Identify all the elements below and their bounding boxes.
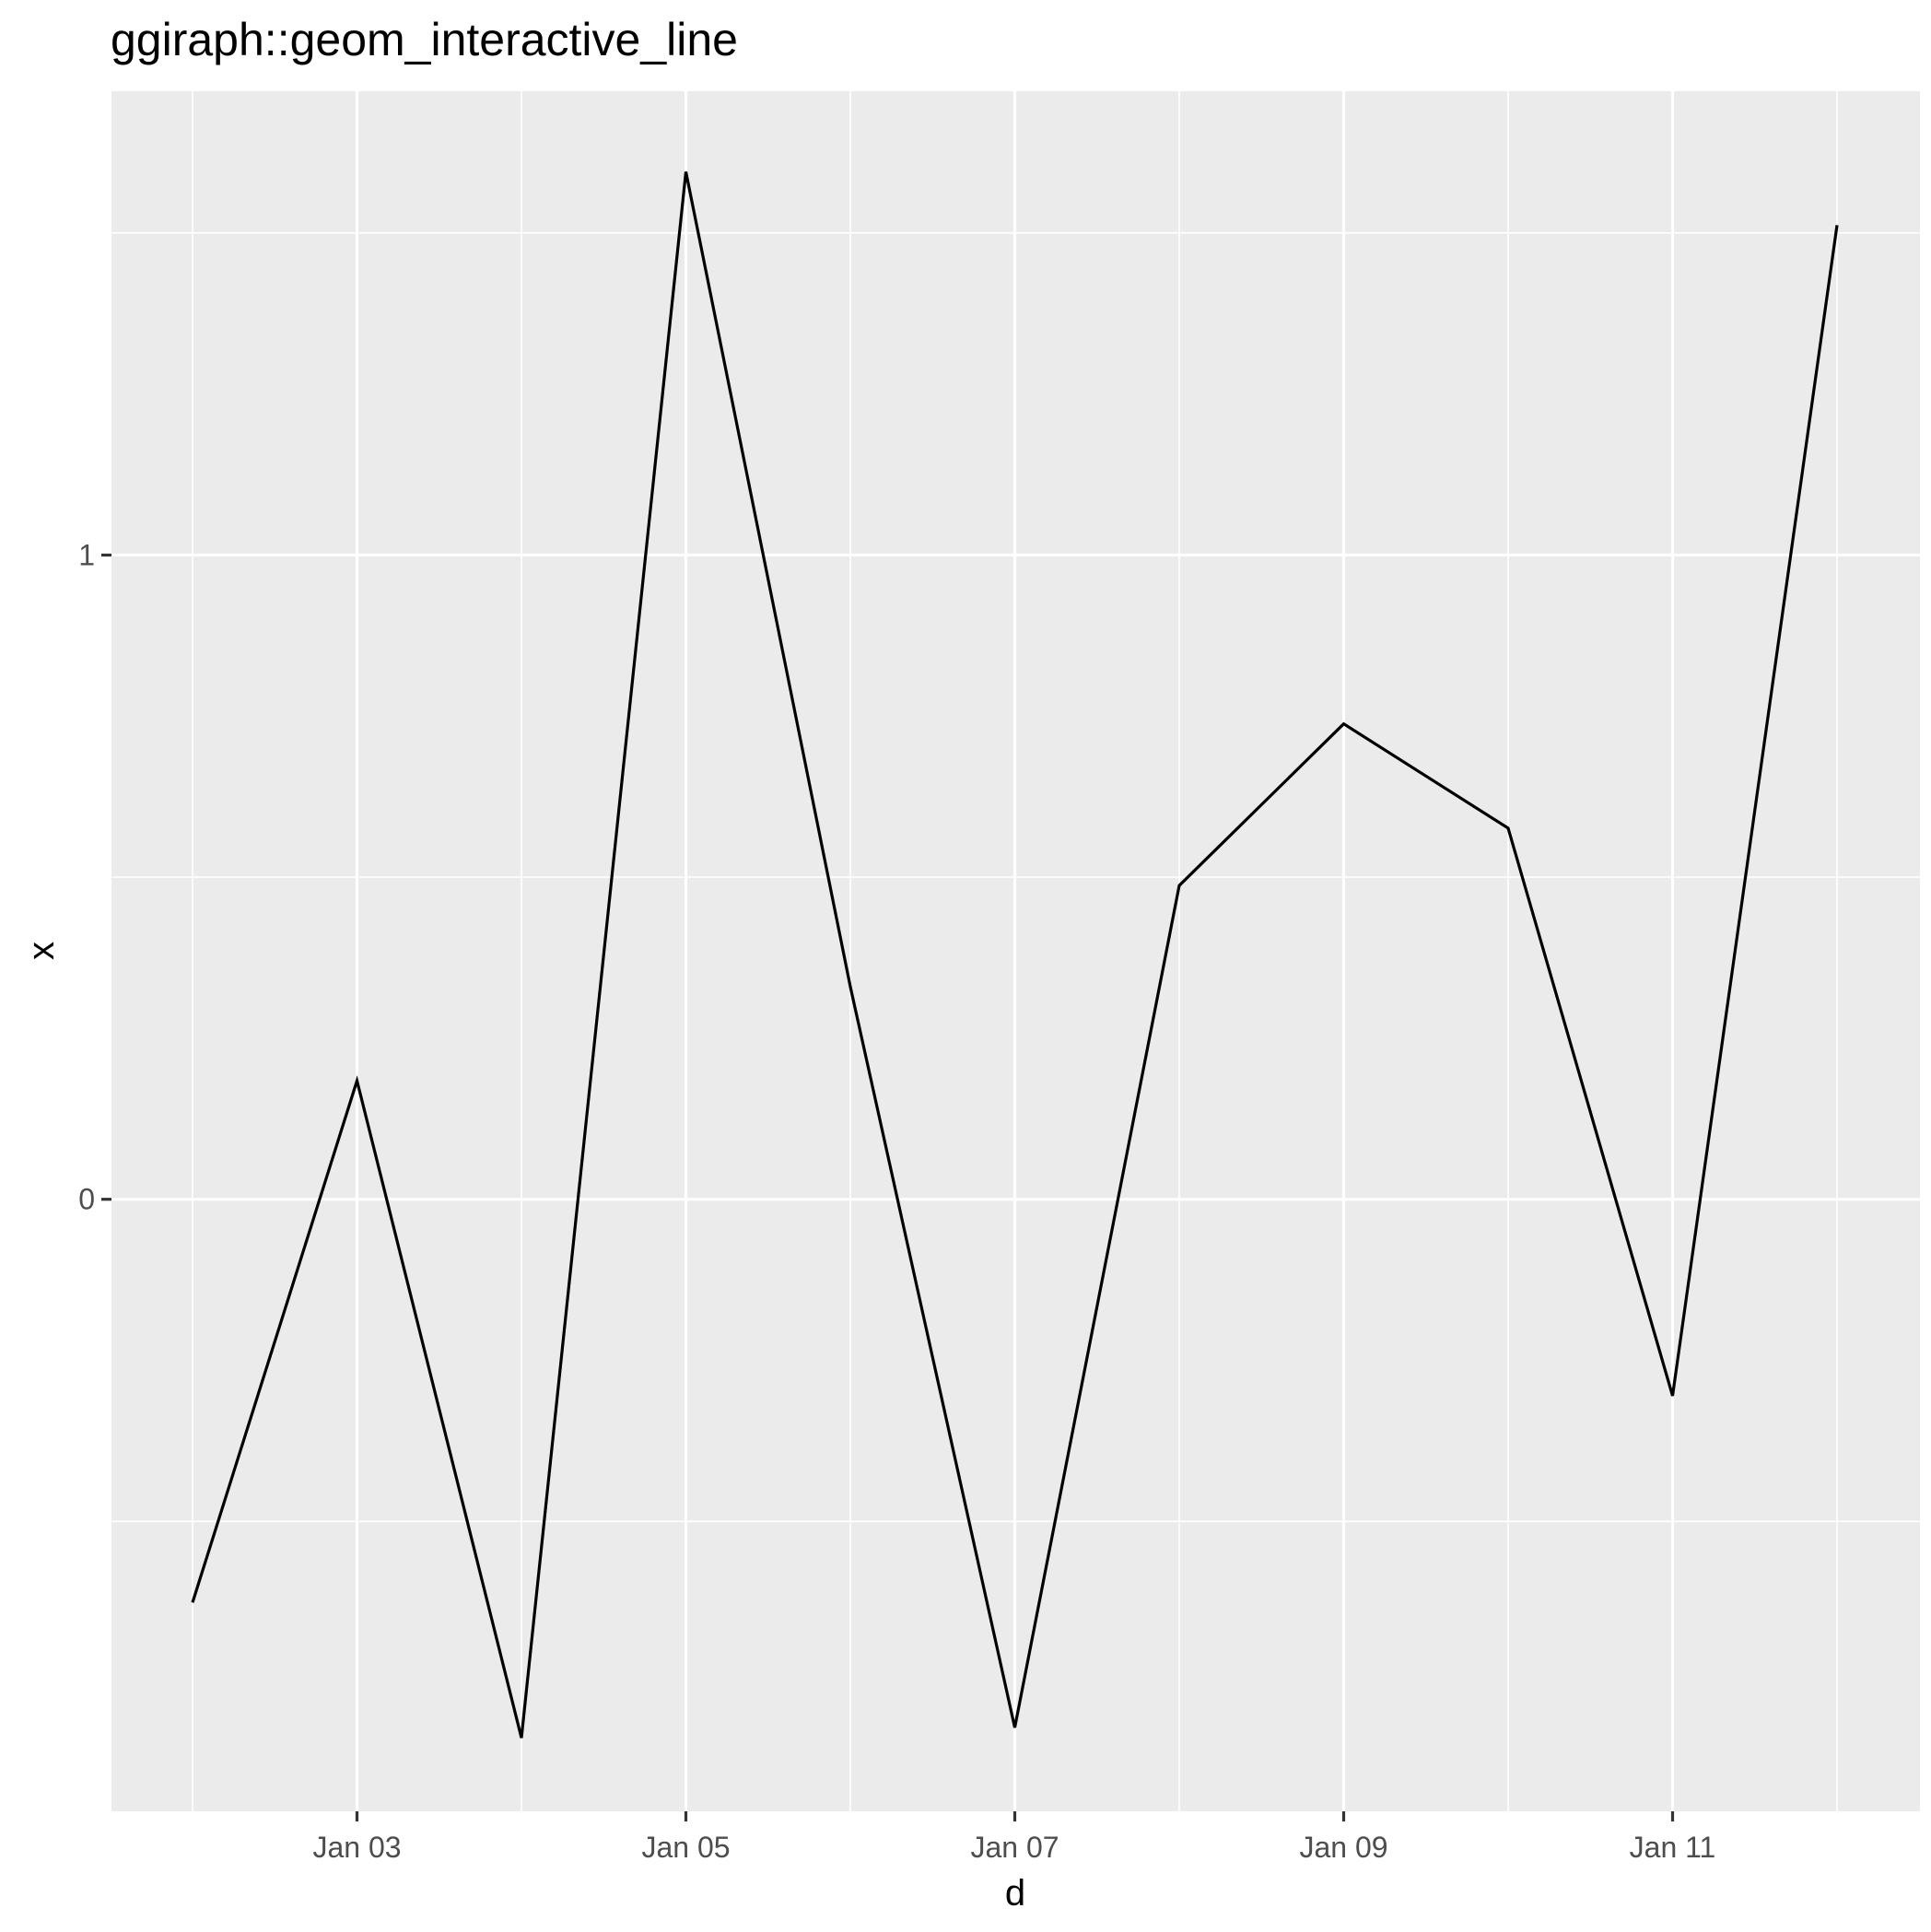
data-point[interactable] — [1170, 876, 1188, 895]
data-point[interactable] — [1828, 216, 1846, 234]
y-tick-label: 0 — [78, 1183, 95, 1216]
x-axis: Jan 03 Jan 05 Jan 07 Jan 09 Jan 11 — [312, 1811, 1715, 1864]
x-tick-label: Jan 11 — [1630, 1831, 1716, 1864]
data-point[interactable] — [348, 1071, 367, 1090]
data-point[interactable] — [1335, 715, 1353, 733]
x-axis-title: d — [1005, 1873, 1025, 1914]
data-point[interactable] — [1006, 1718, 1024, 1737]
data-point[interactable] — [1499, 819, 1517, 837]
major-gridlines — [111, 91, 1920, 1811]
y-axis-title: x — [21, 942, 62, 960]
minor-gridlines — [111, 91, 1920, 1811]
data-point[interactable] — [677, 162, 696, 181]
data-point[interactable] — [841, 978, 860, 996]
data-point[interactable] — [183, 1593, 202, 1611]
x-tick-label: Jan 07 — [970, 1831, 1059, 1864]
series-line — [191, 171, 1839, 1739]
data-point[interactable] — [1664, 1387, 1682, 1405]
series-layer — [183, 162, 1846, 1747]
y-tick-label: 1 — [78, 538, 95, 571]
x-tick-label: Jan 09 — [1299, 1831, 1387, 1864]
x-tick-label: Jan 05 — [641, 1831, 730, 1864]
y-axis: 01 — [78, 538, 111, 1216]
data-point[interactable] — [512, 1728, 531, 1747]
chart-title: ggiraph::geom_interactive_line — [111, 14, 738, 65]
x-tick-label: Jan 03 — [312, 1831, 401, 1864]
